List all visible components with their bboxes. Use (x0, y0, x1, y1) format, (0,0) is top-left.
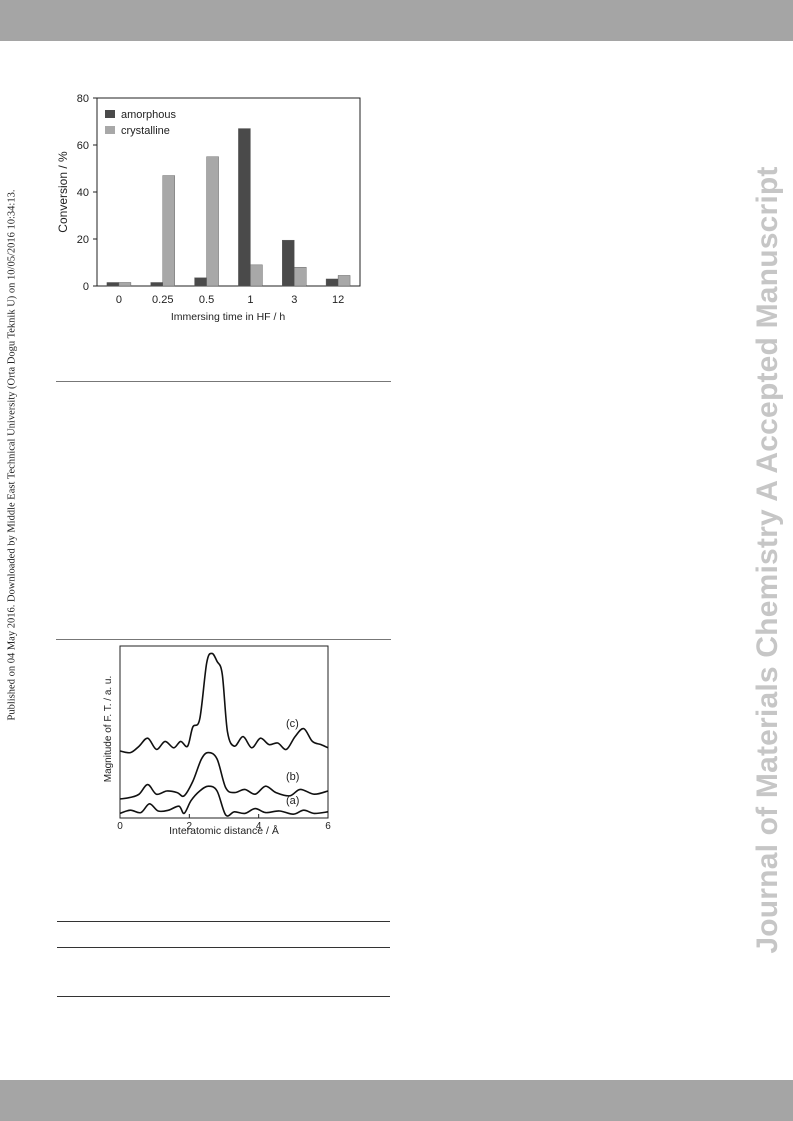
x-tick-label: 12 (332, 294, 344, 306)
bar-amorphous-12 (325, 278, 339, 287)
bar-amorphous-0 (106, 282, 120, 287)
x-axis-label: Interatomic distance / Å (169, 824, 279, 837)
accepted-manuscript-watermark: Journal of Materials Chemistry A Accepte… (751, 166, 784, 954)
x-tick-label: 1 (247, 294, 253, 306)
x-tick-label: 6 (325, 821, 331, 832)
y-axis-label: Conversion / % (56, 151, 70, 233)
bar-crystalline-0.25 (162, 175, 175, 287)
y-tick-label: 80 (77, 93, 89, 105)
bar-crystalline-1 (250, 264, 263, 287)
legend: amorphous crystalline (105, 109, 177, 137)
bar-amorphous-0.25 (150, 282, 163, 287)
legend-swatch-crystalline (105, 126, 115, 134)
bar-crystalline-12 (337, 275, 351, 287)
x-tick-label: 0.25 (152, 294, 173, 306)
y-tick-label: 60 (77, 140, 89, 152)
curve-b (119, 751, 329, 800)
plot-frame (119, 645, 329, 819)
table-rule-header (57, 947, 390, 948)
bar-amorphous-0.5 (194, 277, 207, 287)
series-label-a: (a) (286, 795, 299, 807)
conversion-bar-chart: 0 20 40 60 80 0 0.25 0.5 1 3 12 amorphous crystall… (56, 93, 361, 323)
fourier-transform-line-chart: 0 2 4 6 (c) (b) (a) Magnitude of F. T. / a.… (103, 645, 331, 837)
x-tick-label: 4 (256, 821, 262, 832)
section-rule (56, 381, 391, 382)
x-tick-label: 0 (117, 821, 123, 832)
download-notice: Published on 04 May 2016. Downloaded by … (6, 189, 18, 721)
y-tick-label: 40 (77, 187, 89, 199)
table-rule-bottom (57, 996, 390, 997)
bar-crystalline-0 (118, 282, 132, 287)
bar-crystalline-0.5 (206, 156, 219, 287)
x-tick-label: 0.5 (199, 294, 214, 306)
y-tick-label: 0 (83, 281, 89, 293)
legend-swatch-amorphous (105, 110, 115, 118)
legend-label-amorphous: amorphous (121, 109, 177, 121)
series-label-b: (b) (286, 771, 299, 783)
series-label-c: (c) (286, 718, 299, 730)
x-axis-label: Immersing time in HF / h (171, 311, 286, 323)
curve-c (119, 652, 329, 754)
x-tick-label: 0 (116, 294, 122, 306)
curve-a (119, 785, 329, 817)
x-tick-label: 3 (291, 294, 297, 306)
bar-amorphous-1 (238, 128, 251, 287)
legend-label-crystalline: crystalline (121, 125, 170, 137)
y-axis-label: Magnitude of F. T. / a. u. (103, 676, 114, 783)
section-rule (56, 639, 391, 640)
bar-amorphous-3 (282, 239, 295, 287)
bottom-bar (0, 1080, 793, 1121)
table-rule-top (57, 921, 390, 922)
bar-crystalline-3 (294, 266, 307, 287)
top-bar (0, 0, 793, 41)
y-tick-label: 20 (77, 234, 89, 246)
x-tick-label: 2 (187, 821, 193, 832)
